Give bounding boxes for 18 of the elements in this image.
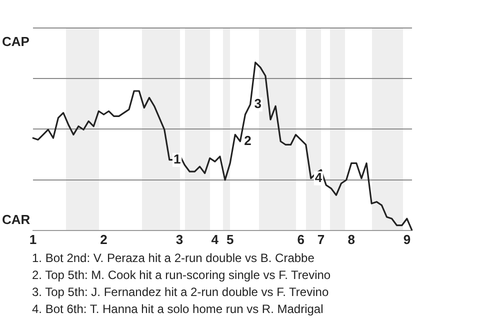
annotation: 2 [244,132,252,148]
text: CAR [2,212,30,227]
x-tick-label: 3 [176,232,184,247]
x-tick-label: 8 [348,232,355,247]
x-tick-label: 9 [403,232,411,247]
x-tick-label: 7 [317,232,325,247]
text: 3. Top 5th: J. Fernandez hit a 2-run double vs F. Trevino [32,284,330,301]
text: CAP [2,34,30,49]
x-tick-label: 1 [29,232,37,247]
text: 2. Top 5th: M. Cook hit a run-scoring single vs F. Trevino [32,267,332,284]
x-tick-label: 2 [100,232,108,247]
annotation: 3 [254,96,262,112]
annotation: 4 [314,170,323,185]
text: 1. Bot 2nd: V. Peraza hit a 2-run double vs B. Crabbe [32,250,316,267]
x-tick-label: 6 [297,232,304,247]
x-tick-label: 4 [211,232,220,247]
x-tick-label: 5 [226,232,234,247]
text: 4. Bot 6th: T. Hanna hit a solo home run vs R. Madrigal [32,301,324,318]
